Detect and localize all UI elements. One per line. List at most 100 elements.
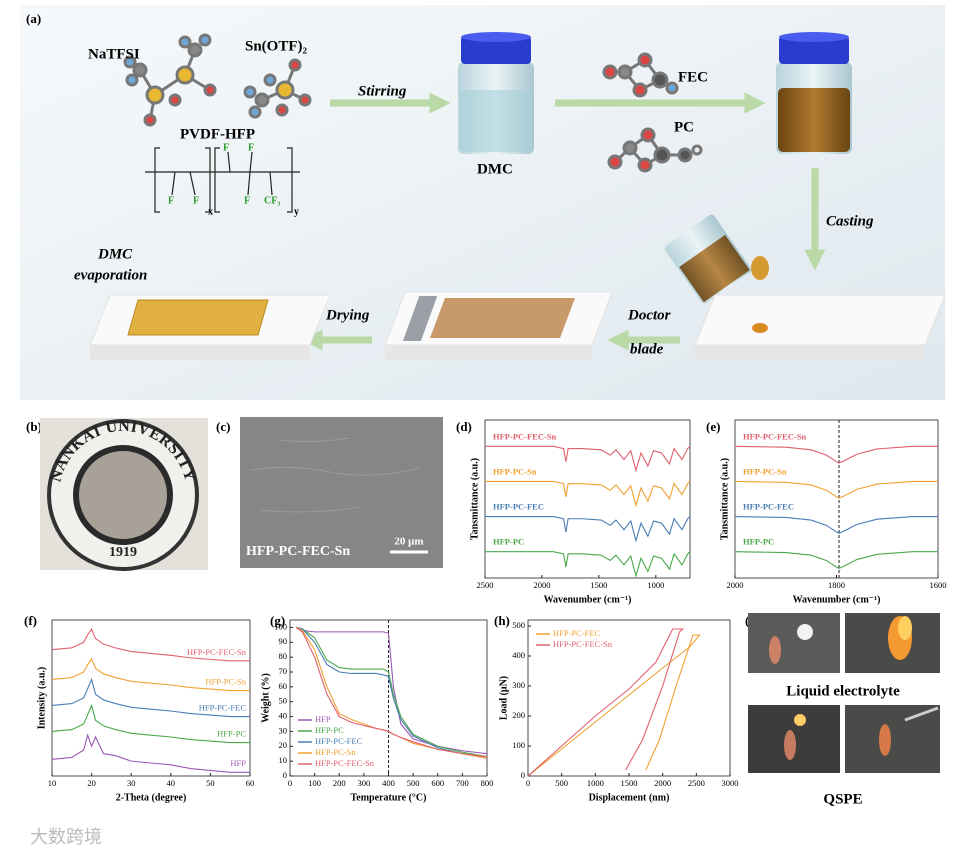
fec-molecule — [602, 52, 679, 98]
series-line — [485, 445, 691, 473]
series-line — [734, 551, 938, 569]
platforms — [89, 291, 946, 360]
y-tick-label: 400 — [512, 650, 525, 660]
series-line — [734, 445, 938, 464]
series-line — [295, 626, 488, 758]
panel-label: (b) — [26, 419, 42, 434]
photo-caption: QSPE — [823, 791, 862, 807]
x-tick-label: 50 — [206, 778, 215, 788]
jar-dmc — [458, 32, 534, 154]
x-tick-label: 2000 — [533, 580, 550, 590]
series-line — [296, 626, 488, 758]
x-tick-label: 500 — [555, 778, 568, 788]
panel-label: (a) — [26, 11, 41, 26]
series-line — [296, 626, 488, 759]
subscript: x — [208, 206, 213, 217]
y-tick-label: 0 — [521, 770, 525, 780]
x-tick-label: 20 — [87, 778, 96, 788]
y-tick-label: 90 — [279, 636, 288, 646]
y-tick-label: 200 — [512, 710, 525, 720]
atom-label: F — [223, 142, 229, 153]
x-tick-label: 30 — [127, 778, 136, 788]
x-tick-label: 60 — [246, 778, 255, 788]
x-tick-label: 2500 — [688, 778, 705, 788]
sem-image: HFP-PC-FEC-Sn 20 μm — [240, 417, 443, 568]
series-line — [485, 551, 691, 578]
atom-label: CF₃ — [264, 195, 280, 206]
x-tick-label: 10 — [48, 778, 57, 788]
panel-label: (d) — [456, 419, 472, 434]
x-tick-label: 2000 — [654, 778, 671, 788]
y-tick-label: 100 — [512, 740, 525, 750]
series-line — [51, 733, 250, 773]
y-tick-label: 0 — [283, 770, 287, 780]
y-tick-label: 70 — [279, 666, 288, 676]
series-label: HFP — [230, 758, 246, 768]
x-tick-label: 3000 — [722, 778, 739, 788]
step-label: Stirring — [358, 83, 407, 99]
pc-molecule — [607, 127, 703, 173]
x-tick-label: 1000 — [587, 778, 604, 788]
x-tick-label: 300 — [358, 778, 371, 788]
series-line — [51, 628, 250, 662]
series-label: HFP-PC-FEC — [493, 502, 544, 512]
series-label: HFP-PC-FEC-Sn — [187, 647, 247, 657]
solvent-label: DMC — [477, 161, 513, 177]
plot-frame — [734, 419, 939, 579]
x-tick-label: 1500 — [590, 580, 607, 590]
x-axis-label: Wavenumber (cm⁻¹) — [793, 594, 881, 605]
flame-test-photos — [748, 613, 940, 773]
series-line — [485, 516, 691, 543]
sn-otf-molecule — [243, 58, 312, 119]
y-tick-label: 30 — [279, 725, 288, 735]
droplet — [751, 256, 769, 280]
series-label: HFP-PC — [217, 729, 246, 739]
x-tick-label: 800 — [481, 778, 494, 788]
series-line — [485, 480, 691, 508]
x-axis-label: Displacement (nm) — [589, 792, 670, 803]
series-label: HFP-PC-FEC — [743, 502, 794, 512]
y-axis-label: Load (μN) — [498, 676, 509, 720]
series-label: HFP-PC — [743, 537, 774, 547]
x-tick-label: 200 — [333, 778, 346, 788]
series-label: HFP-PC-Sn — [493, 466, 537, 476]
panel-label: (e) — [706, 419, 720, 434]
series-line — [527, 628, 685, 777]
x-tick-label: 600 — [431, 778, 444, 788]
atom-label: F — [248, 142, 254, 153]
x-tick-label: 1600 — [930, 580, 947, 590]
atom-label: F — [193, 195, 199, 206]
x-tick-label: 0 — [526, 778, 530, 788]
series-label: HFP-PC-Sn — [205, 677, 246, 687]
polymer-structure — [145, 147, 300, 213]
x-tick-label: 40 — [167, 778, 176, 788]
legend-label: HFP-PC-FEC-Sn — [553, 639, 613, 649]
panel-label: (g) — [270, 613, 285, 628]
step-label: blade — [630, 341, 664, 357]
series-line — [527, 634, 701, 777]
y-tick-label: 20 — [279, 740, 288, 750]
legend-label: HFP — [315, 714, 331, 724]
plot-frame — [51, 619, 251, 777]
natfsi-molecule — [123, 33, 217, 127]
step-label: Casting — [826, 213, 874, 229]
y-tick-label: 500 — [512, 620, 525, 630]
panel-label: (h) — [494, 613, 510, 628]
legend-label: HFP-PC-FEC — [553, 628, 601, 638]
series-label: HFP-PC-FEC-Sn — [493, 431, 557, 441]
series-label: HFP-PC-FEC-Sn — [743, 431, 807, 441]
step-label: evaporation — [74, 267, 147, 283]
step-label: DMC — [97, 246, 133, 262]
sem-sample-label: HFP-PC-FEC-Sn — [246, 544, 350, 559]
x-tick-label: 2000 — [727, 580, 744, 590]
panel-a: (a) NaTFSI Sn(OTF)₂ PVDF-HFP F F F F F C… — [20, 5, 946, 400]
series-label: HFP-PC-FEC — [199, 703, 247, 713]
series-line — [51, 657, 250, 692]
y-axis-label: Tansmittance (a.u.) — [469, 458, 480, 540]
solvent-label: FEC — [678, 69, 708, 85]
panel-label: (f) — [24, 613, 37, 628]
series-label: HFP-PC-Sn — [743, 466, 787, 476]
reagent-label: NaTFSI — [88, 46, 140, 62]
